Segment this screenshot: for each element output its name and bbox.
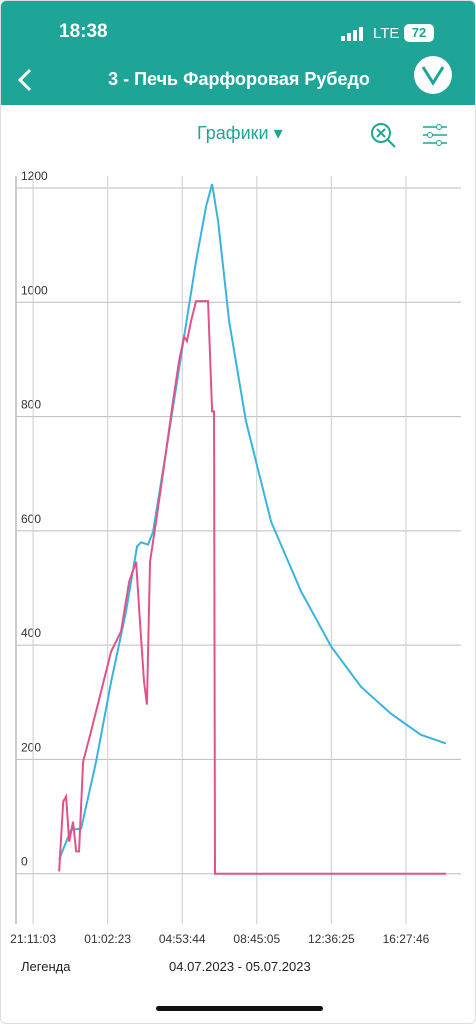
y-tick-label: 600 xyxy=(21,512,41,526)
y-tick-label: 800 xyxy=(21,398,41,412)
page-title: 3 - Печь Фарфоровая Рубедо xyxy=(108,69,370,89)
network: LTE xyxy=(373,25,400,42)
series-line xyxy=(58,183,447,860)
y-tick-label: 1200 xyxy=(21,169,48,183)
x-tick-label: 08:45:05 xyxy=(233,932,280,946)
x-tick-label: 12:36:25 xyxy=(308,932,355,946)
series-line xyxy=(58,300,446,875)
y-tick-label: 200 xyxy=(21,740,41,754)
back-button[interactable] xyxy=(15,67,37,93)
legend-link[interactable]: Легенда xyxy=(21,959,71,974)
y-tick-label: 0 xyxy=(21,855,28,869)
settings[interactable] xyxy=(421,121,449,149)
status-time: 18:38 xyxy=(59,21,108,42)
zoom-reset[interactable] xyxy=(369,121,397,149)
y-tick-label: 1000 xyxy=(21,283,48,297)
date-range: 04.07.2023 - 05.07.2023 xyxy=(169,959,311,974)
app-header: 18:38 LTE 72 3 - Печь Фарфоровая Рубедо xyxy=(1,1,475,105)
x-tick-label: 16:27:46 xyxy=(383,932,430,946)
y-tick-label: 400 xyxy=(21,626,41,640)
view-label: Графики xyxy=(197,123,269,143)
x-tick-label: 21:11:03 xyxy=(10,932,56,946)
x-tick-label: 01:02:23 xyxy=(84,932,131,946)
logo[interactable] xyxy=(413,55,453,95)
signal-icon xyxy=(341,27,363,41)
home-indicator xyxy=(156,1006,323,1011)
x-tick-label: 04:53:44 xyxy=(159,932,206,946)
view-selector[interactable]: Графики ▾ xyxy=(197,123,283,143)
battery: 72 xyxy=(404,24,434,42)
